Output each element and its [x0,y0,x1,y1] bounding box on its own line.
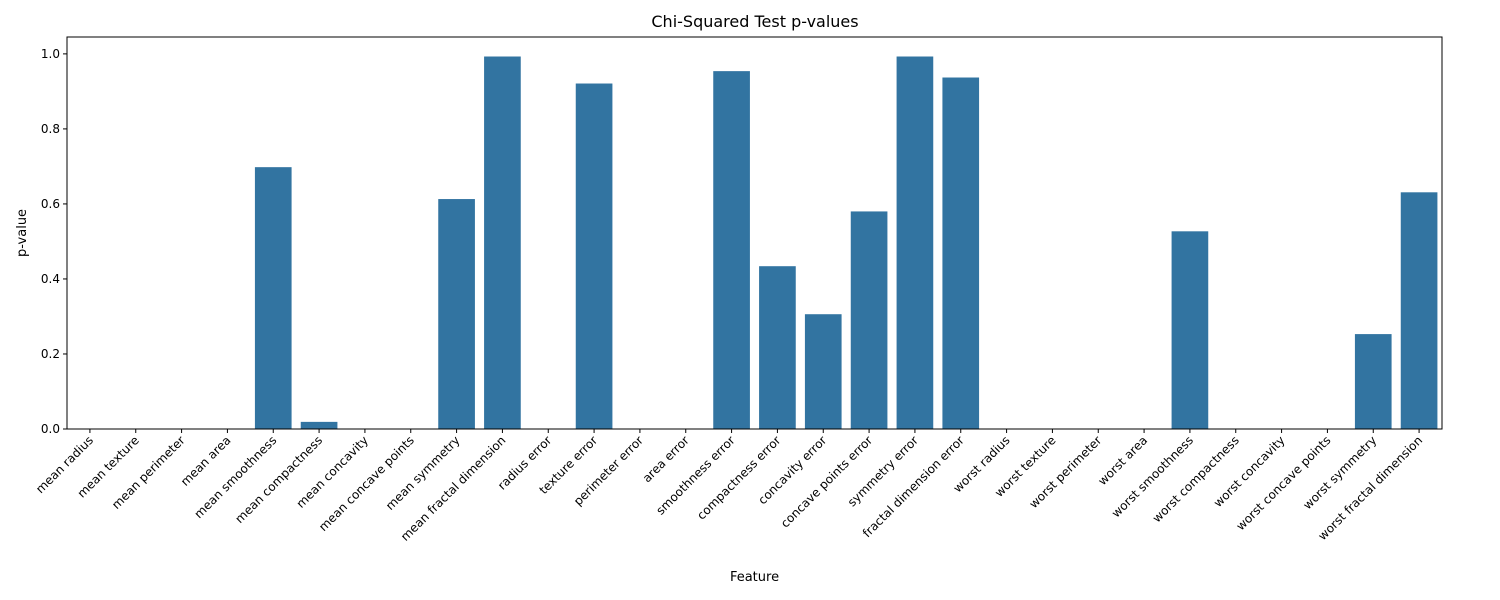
bar [942,77,980,430]
x-tick-label: concave points error [778,433,875,530]
x-tick-label: worst compactness [1150,433,1242,525]
y-tick-label: 1.0 [41,47,60,61]
x-tick-label: mean compactness [232,433,325,526]
bar [254,167,292,429]
y-tick-label: 0.8 [41,122,60,136]
x-tick-label: worst smoothness [1109,433,1196,520]
chart-title: Chi-Squared Test p-values [651,12,858,31]
y-tick-label: 0.4 [41,272,60,286]
bar [850,211,888,429]
x-tick-label: compactness error [694,433,783,522]
bar [1171,231,1209,429]
bar [896,56,934,429]
bar [713,71,750,429]
bar [484,56,521,429]
y-tick-label: 0.6 [41,197,60,211]
bar [1400,192,1438,429]
bar [1354,334,1392,429]
bar [804,314,842,429]
y-axis-label: p-value [15,209,30,257]
x-axis-label: Feature [730,570,779,585]
y-tick-label: 0.2 [41,347,60,361]
bar [759,266,796,429]
x-tick-label: mean smoothness [191,433,279,521]
bars-group [254,56,1438,430]
bar [300,421,338,429]
bar [438,199,475,429]
x-tick-label: smoothness error [653,433,737,517]
y-tick-label: 0.0 [41,422,60,436]
bar [575,83,613,429]
y-axis: 0.0 0.2 0.4 0.6 0.8 1.0 [41,47,67,436]
plot-frame [66,36,1443,430]
